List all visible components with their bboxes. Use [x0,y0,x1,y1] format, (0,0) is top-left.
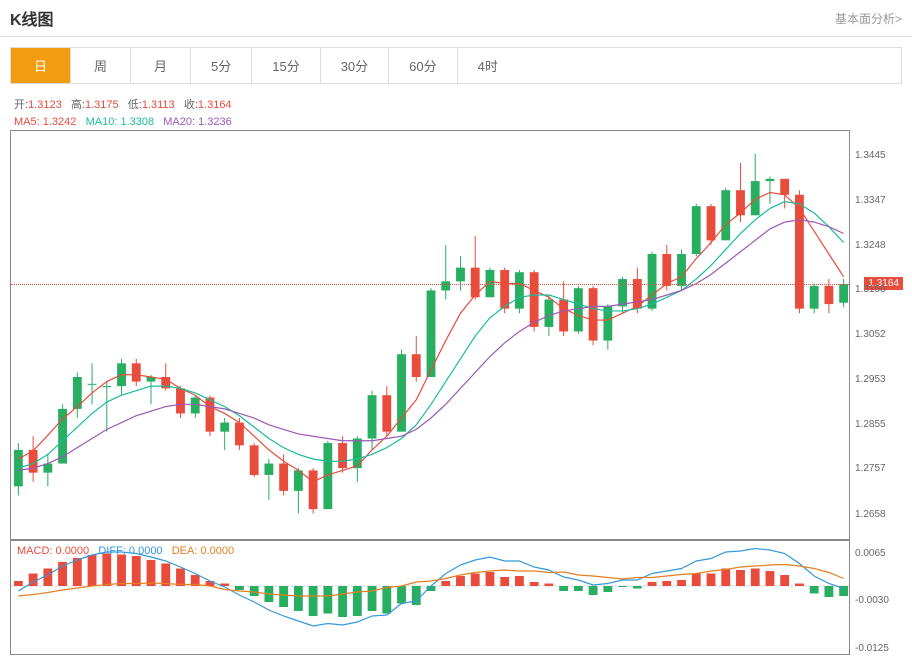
chart-container: K线图 基本面分析> 日周月5分15分30分60分4时 开:1.3123 高:1… [0,0,912,651]
macd-y-tick: -0.0125 [855,643,889,654]
open-label: 开: [14,99,28,111]
close-label: 收: [184,99,198,111]
price-y-axis: 1.2658 1.2757 1.2855 1.2953 1.3052 1.3150 1.32… [851,131,901,539]
macd-chart[interactable]: MACD: 0.0000 DIFF: 0.0000 DEA: 0.0000 -0… [10,540,850,655]
ma5-label: MA5: 1.3242 [14,116,76,128]
high-value: 1.3175 [85,99,119,111]
close-value: 1.3164 [198,99,232,111]
timeframe-tab-3[interactable]: 5分 [191,48,252,83]
header: K线图 基本面分析> [0,0,912,37]
current-price-line [11,284,849,285]
y-tick: 1.3347 [855,195,886,206]
main-chart-svg [11,131,851,541]
y-tick: 1.2953 [855,374,886,385]
fundamental-analysis-link[interactable]: 基本面分析> [835,10,902,27]
macd-y-axis: -0.0125 -0.0030 0.0065 [851,541,901,654]
ma10-label: MA10: 1.3308 [86,116,155,128]
y-tick: 1.2757 [855,463,886,474]
timeframe-tab-5[interactable]: 30分 [321,48,389,83]
y-tick: 1.2855 [855,419,886,430]
high-label: 高: [71,99,85,111]
page-title: K线图 [10,6,54,30]
timeframe-tabs: 日周月5分15分30分60分4时 [10,47,902,84]
timeframe-tab-2[interactable]: 月 [131,48,191,83]
low-value: 1.3113 [142,99,175,111]
timeframe-tab-4[interactable]: 15分 [252,48,320,83]
timeframe-tab-6[interactable]: 60分 [389,48,457,83]
low-label: 低: [128,99,142,111]
macd-y-tick: 0.0065 [855,548,886,559]
chart-area: 开:1.3123 高:1.3175 低:1.3113 收:1.3164 MA5:… [10,94,902,655]
y-tick: 1.3445 [855,150,886,161]
y-tick: 1.3248 [855,240,886,251]
timeframe-tab-0[interactable]: 日 [11,48,71,83]
macd-label: MACD: 0.0000 [17,545,89,557]
y-tick: 1.2658 [855,509,886,520]
candlestick-chart[interactable]: 1.3164 1.26581.27571.28551.29531.30521.3… [10,130,850,540]
y-tick: 1.3150 [855,284,886,295]
dea-label: DEA: 0.0000 [172,545,234,557]
timeframe-tab-7[interactable]: 4时 [458,48,518,83]
diff-label: DIFF: 0.0000 [98,545,162,557]
timeframe-tab-1[interactable]: 周 [71,48,131,83]
macd-labels: MACD: 0.0000 DIFF: 0.0000 DEA: 0.0000 [13,543,238,559]
ma20-label: MA20: 1.3236 [163,116,232,128]
ohlc-row: 开:1.3123 高:1.3175 低:1.3113 收:1.3164 [10,94,902,114]
y-tick: 1.3052 [855,329,886,340]
open-value: 1.3123 [28,99,62,111]
ma-row: MA5: 1.3242 MA10: 1.3308 MA20: 1.3236 [10,114,902,130]
macd-y-tick: -0.0030 [855,595,889,606]
